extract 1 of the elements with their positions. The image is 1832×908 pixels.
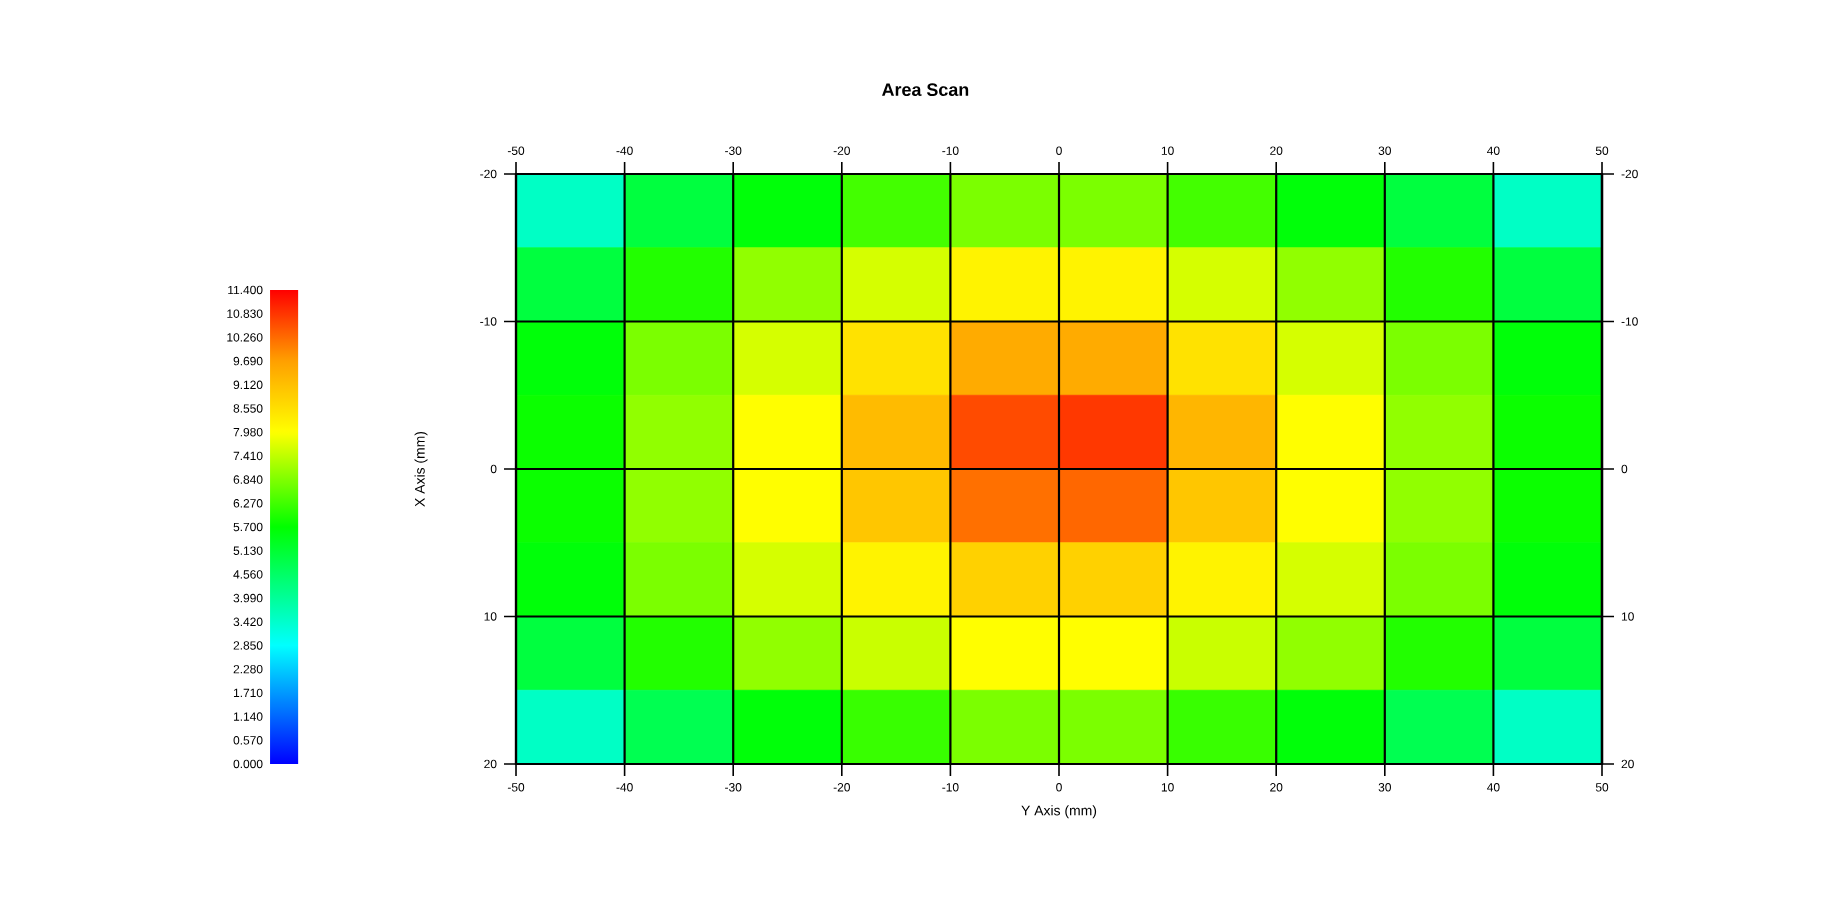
chart-title: Area Scan	[882, 83, 969, 97]
